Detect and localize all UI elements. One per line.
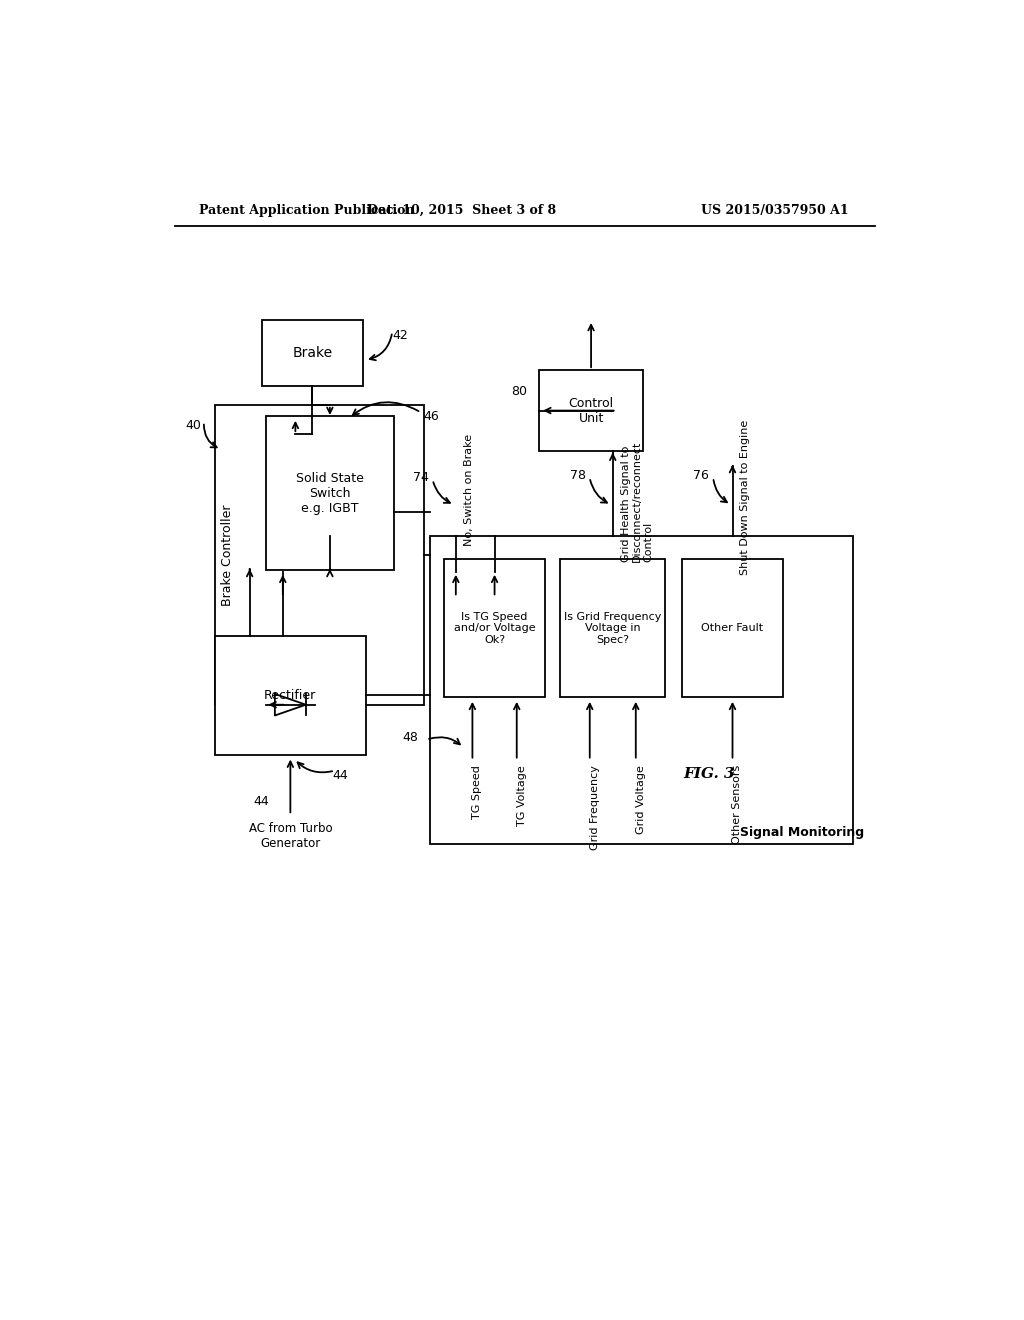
- Text: Solid State
Switch
e.g. IGBT: Solid State Switch e.g. IGBT: [296, 471, 364, 515]
- Text: AC from Turbo
Generator: AC from Turbo Generator: [249, 822, 332, 850]
- Text: TG Voltage: TG Voltage: [517, 766, 526, 826]
- Text: 40: 40: [185, 418, 201, 432]
- Bar: [430, 536, 853, 843]
- Bar: [682, 558, 783, 697]
- Text: Brake: Brake: [293, 346, 333, 360]
- Text: 46: 46: [423, 411, 439, 424]
- Text: 80: 80: [511, 385, 527, 399]
- Bar: [560, 558, 665, 697]
- Text: Signal Monitoring: Signal Monitoring: [740, 825, 864, 838]
- Bar: [215, 636, 366, 755]
- Text: FIG. 3: FIG. 3: [683, 767, 735, 781]
- Text: Grid Health Signal to
Disconnect/reconnect
Control: Grid Health Signal to Disconnect/reconne…: [621, 441, 653, 562]
- Text: 48: 48: [402, 731, 419, 744]
- Text: Grid Voltage: Grid Voltage: [636, 766, 646, 834]
- Bar: [444, 558, 545, 697]
- Bar: [215, 405, 424, 705]
- Text: Is TG Speed
and/or Voltage
Ok?: Is TG Speed and/or Voltage Ok?: [454, 611, 536, 644]
- Text: Rectifier: Rectifier: [264, 689, 316, 702]
- Text: 44: 44: [333, 770, 348, 781]
- Text: Patent Application Publication: Patent Application Publication: [200, 205, 415, 218]
- Bar: [539, 370, 643, 451]
- Text: Shut Down Signal to Engine: Shut Down Signal to Engine: [740, 420, 751, 574]
- Text: 42: 42: [392, 330, 408, 342]
- Bar: [266, 416, 394, 570]
- Text: Is Grid Frequency
Voltage in
Spec?: Is Grid Frequency Voltage in Spec?: [564, 611, 662, 644]
- Text: 76: 76: [693, 469, 710, 482]
- Text: 78: 78: [569, 469, 586, 482]
- Text: No, Switch on Brake: No, Switch on Brake: [464, 433, 473, 545]
- Text: US 2015/0357950 A1: US 2015/0357950 A1: [701, 205, 849, 218]
- Text: Brake Controller: Brake Controller: [221, 504, 233, 606]
- Text: Dec. 10, 2015  Sheet 3 of 8: Dec. 10, 2015 Sheet 3 of 8: [367, 205, 556, 218]
- Text: 74: 74: [413, 471, 429, 484]
- Text: Other Fault: Other Fault: [701, 623, 764, 634]
- Bar: [262, 321, 362, 385]
- Text: 44: 44: [253, 795, 268, 808]
- Text: Other Sensors: Other Sensors: [732, 766, 742, 845]
- Text: Control
Unit: Control Unit: [568, 396, 613, 425]
- Text: TG Speed: TG Speed: [472, 766, 482, 818]
- Text: Grid Frequency: Grid Frequency: [590, 766, 600, 850]
